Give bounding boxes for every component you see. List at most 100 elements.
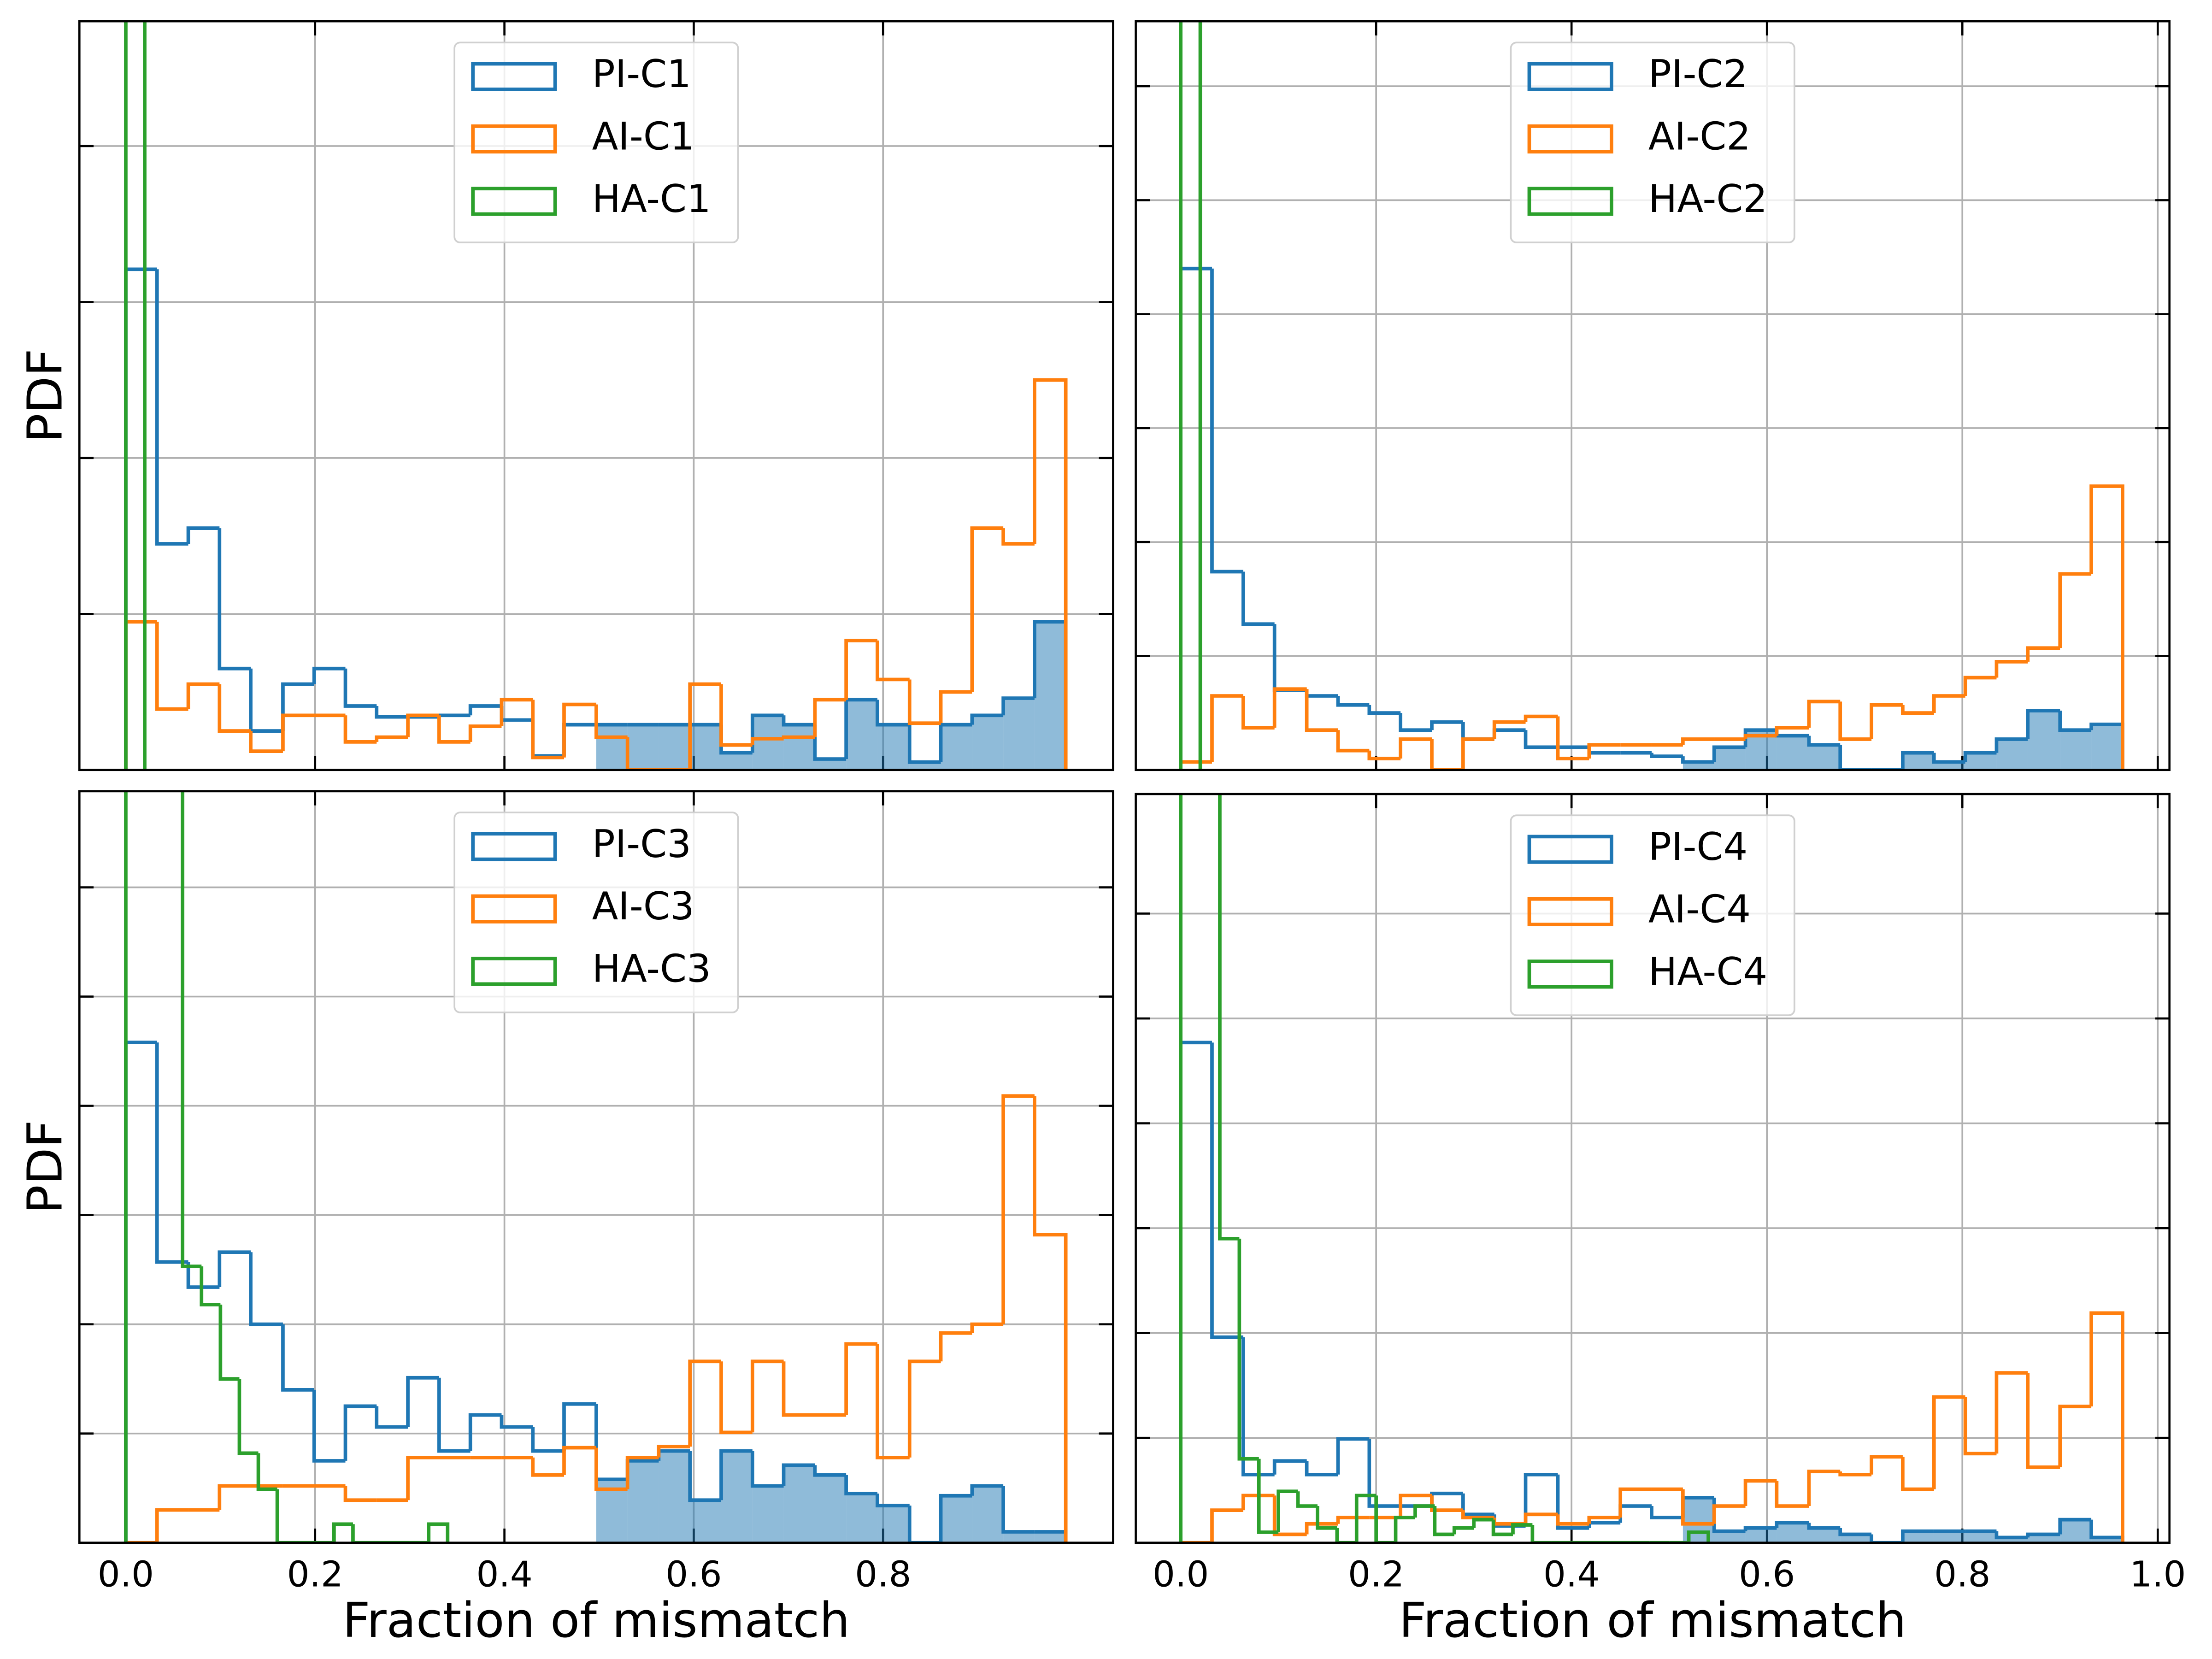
histogram-bar — [1305, 689, 1338, 732]
histogram-bar — [813, 1465, 847, 1477]
legend-swatch — [471, 62, 557, 91]
histogram-bar — [531, 1427, 565, 1453]
histogram-bar — [375, 735, 408, 742]
x-tick-label: 1.0 — [2130, 1554, 2186, 1595]
histogram-bar — [1870, 1455, 1903, 1475]
histogram-bar — [1712, 1504, 1746, 1524]
histogram-bar — [1775, 1481, 1809, 1508]
histogram-bar — [1452, 1526, 1474, 1535]
legend-label: PI-C2 — [1648, 52, 1747, 96]
panel: PI-C1 AI-C1 HA-C1 PDF — [17, 20, 1114, 771]
shaded-bar — [1996, 739, 2028, 770]
histogram-bar — [1901, 705, 1934, 715]
histogram-bar — [155, 622, 188, 711]
shaded-bar — [941, 1495, 972, 1543]
histogram-bar — [1743, 728, 1777, 747]
x-axis-label: Fraction of mismatch — [342, 1592, 850, 1648]
histogram-bar — [1241, 571, 1275, 626]
histogram-bar — [1687, 1530, 1710, 1543]
shaded-bar — [877, 724, 910, 770]
histogram-bar — [1399, 713, 1432, 732]
legend-box — [453, 812, 739, 1013]
histogram-bar — [124, 267, 157, 770]
histogram-bar — [406, 713, 439, 737]
histogram-bar — [2058, 572, 2092, 648]
histogram-bar — [1650, 753, 1683, 758]
histogram-bar — [1838, 1471, 1872, 1477]
histogram-bar — [594, 1404, 628, 1482]
shaded-bar — [815, 759, 847, 770]
histogram-bar — [1218, 794, 1240, 1241]
histogram-bar — [343, 668, 377, 708]
histogram-bar — [2026, 1532, 2060, 1538]
histogram-bar — [375, 1406, 408, 1429]
legend-label: PI-C1 — [592, 52, 691, 96]
histogram-bar — [1870, 703, 1903, 740]
histogram-bar — [1712, 1497, 1746, 1533]
x-tick-label: 0.8 — [855, 1554, 911, 1595]
legend-label: AI-C3 — [592, 884, 694, 929]
histogram-bar — [1430, 1491, 1463, 1506]
histogram-bar — [1491, 1519, 1513, 1536]
histogram-bar — [1994, 1531, 2028, 1540]
plot-area — [124, 21, 1068, 770]
legend-label: PI-C4 — [1648, 824, 1747, 869]
histogram-bar — [813, 698, 847, 737]
histogram-bar — [468, 724, 502, 742]
plot-area — [1179, 794, 2124, 1543]
histogram-bar — [1336, 1516, 1370, 1524]
histogram-bar — [1524, 1472, 1558, 1526]
legend-swatch — [1527, 897, 1613, 926]
x-tick-label: 0.2 — [1348, 1554, 1404, 1595]
histogram-bar — [939, 1494, 972, 1543]
histogram-bar — [844, 1342, 877, 1415]
shaded-bar — [1965, 1531, 1997, 1543]
shaded-bar — [721, 1451, 753, 1543]
histogram-bar — [186, 526, 220, 544]
shaded-bar — [1003, 1531, 1035, 1543]
histogram-bar — [1033, 378, 1068, 770]
histogram-bar — [406, 1455, 439, 1500]
histogram-bar — [531, 1457, 565, 1477]
shaded-bar — [1996, 1537, 2028, 1543]
histogram-bar — [1712, 745, 1746, 762]
histogram-bar — [2058, 711, 2092, 732]
histogram-bar — [782, 715, 815, 727]
histogram-bar — [1461, 1493, 1494, 1517]
histogram-bar — [351, 1524, 372, 1543]
shaded-bar — [659, 1451, 690, 1543]
histogram-bar — [876, 1494, 910, 1507]
histogram-bar — [249, 731, 283, 753]
histogram-bar — [500, 706, 533, 722]
histogram-bar — [1556, 716, 1589, 760]
histogram-bar — [1237, 1238, 1259, 1461]
histogram-bar — [657, 1445, 690, 1458]
histogram-bar — [1838, 1528, 1872, 1536]
histogram-bar — [1399, 1494, 1432, 1518]
histogram-bar — [1336, 1437, 1370, 1475]
shaded-bar — [783, 1465, 815, 1543]
histogram-bar — [1335, 1528, 1357, 1543]
histogram-bar — [1296, 1491, 1318, 1508]
histogram-bar — [437, 713, 471, 718]
histogram-bar — [1963, 751, 1997, 762]
shaded-bar — [1934, 762, 1965, 770]
histogram-bar — [1870, 1534, 1903, 1543]
histogram-bar — [155, 1042, 188, 1264]
histogram-bar — [1681, 756, 1714, 764]
histogram-bar — [688, 1359, 721, 1447]
histogram-bar — [594, 1447, 628, 1491]
histogram-bar — [1511, 1523, 1533, 1535]
histogram-bar — [437, 715, 471, 744]
histogram-bar — [1336, 730, 1370, 753]
histogram-bar — [1743, 1526, 1777, 1531]
histogram-bar — [218, 1250, 251, 1288]
histogram-bar — [1461, 737, 1494, 770]
histogram-bar — [1807, 700, 1841, 728]
shaded-bar — [2060, 1519, 2092, 1543]
legend-label: AI-C1 — [592, 114, 694, 159]
histogram-bar — [1492, 728, 1526, 740]
histogram-bar — [1305, 1522, 1338, 1535]
histogram-bar — [1932, 1395, 1965, 1489]
histogram-bar — [1963, 676, 1997, 696]
